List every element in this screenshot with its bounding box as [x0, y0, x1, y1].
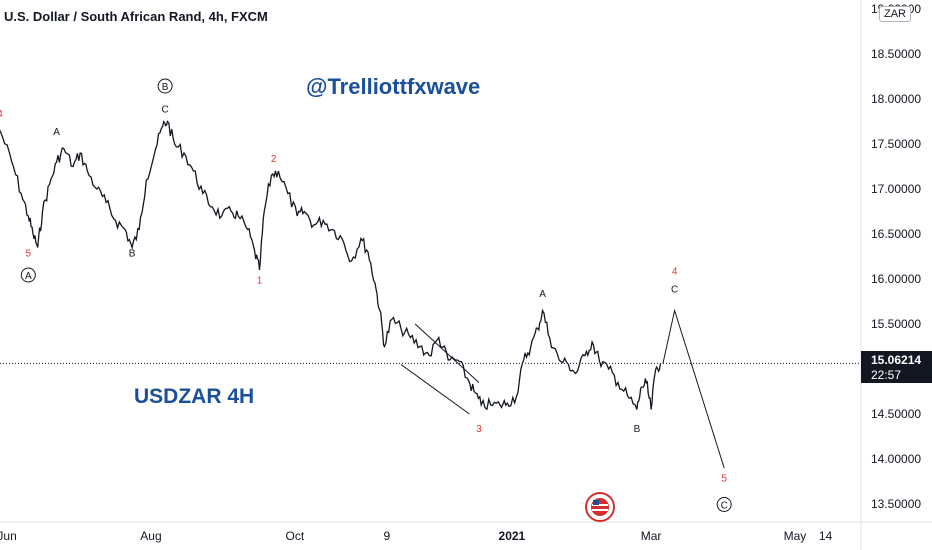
chart-title: U.S. Dollar / South African Rand, 4h, FX… — [4, 9, 268, 24]
wave-label-circle — [157, 78, 173, 94]
wave-label: 1 — [257, 276, 263, 287]
wave-label: C — [721, 501, 728, 512]
wave-label: A — [25, 271, 32, 282]
y-tick-label: 16.00000 — [871, 272, 921, 286]
x-tick-label: 2021 — [499, 529, 526, 543]
wave-label: 3 — [476, 424, 482, 435]
bar-countdown: 22:57 — [871, 368, 902, 382]
currency-button[interactable]: ZAR — [879, 6, 911, 22]
y-tick-label: 18.00000 — [871, 92, 921, 106]
wave-label: A — [539, 289, 546, 300]
y-tick-label: 17.00000 — [871, 182, 921, 196]
wave-label: 5 — [721, 474, 727, 485]
x-tick-label: Jun — [0, 529, 17, 543]
wave-label: 5 — [26, 249, 32, 260]
x-tick-label: Mar — [641, 529, 662, 543]
wave-label: C — [671, 285, 678, 296]
current-price-value: 15.06214 — [871, 353, 922, 367]
wave-annotations: 4 5 A A B B C 1 2 3 A B 4 C 5 C — [0, 78, 732, 512]
y-tick-label: 17.50000 — [871, 137, 921, 151]
x-tick-label: Aug — [140, 529, 161, 543]
y-tick-label: 15.50000 — [871, 317, 921, 331]
x-tick-label: 9 — [384, 529, 391, 543]
pair-label: USDZAR 4H — [134, 385, 255, 408]
logo-canton — [593, 500, 599, 505]
wave-label: C — [162, 105, 169, 116]
author-handle: @Trelliottfxwave — [306, 74, 481, 99]
y-tick-label: 18.50000 — [871, 47, 921, 61]
x-tick-label: 14 — [819, 529, 833, 543]
wave-label: B — [634, 424, 641, 435]
y-tick-label: 13.50000 — [871, 497, 921, 511]
wave-label-circle — [20, 267, 36, 283]
logo-stripe — [592, 509, 608, 511]
current-price-tag: 15.06214 22:57 — [861, 351, 932, 383]
wave-label: A — [53, 127, 60, 138]
broker-logo-icon — [585, 492, 615, 522]
y-tick-label: 16.50000 — [871, 227, 921, 241]
price-line — [0, 120, 662, 411]
y-tick-label: 14.50000 — [871, 407, 921, 421]
price-series — [0, 120, 725, 469]
wave-label: B — [162, 82, 169, 93]
projection-line — [662, 308, 725, 469]
wave-label: B — [129, 249, 136, 260]
logo-stripe — [592, 504, 608, 506]
channel-line-lower — [400, 364, 470, 415]
wave-label: 4 — [672, 267, 678, 278]
wave-label-circle — [716, 497, 732, 512]
wave-label: 2 — [271, 154, 277, 165]
x-tick-label: Oct — [286, 529, 305, 543]
x-tick-label: May — [784, 529, 807, 543]
y-tick-label: 14.00000 — [871, 452, 921, 466]
wave-label: 4 — [0, 109, 3, 120]
